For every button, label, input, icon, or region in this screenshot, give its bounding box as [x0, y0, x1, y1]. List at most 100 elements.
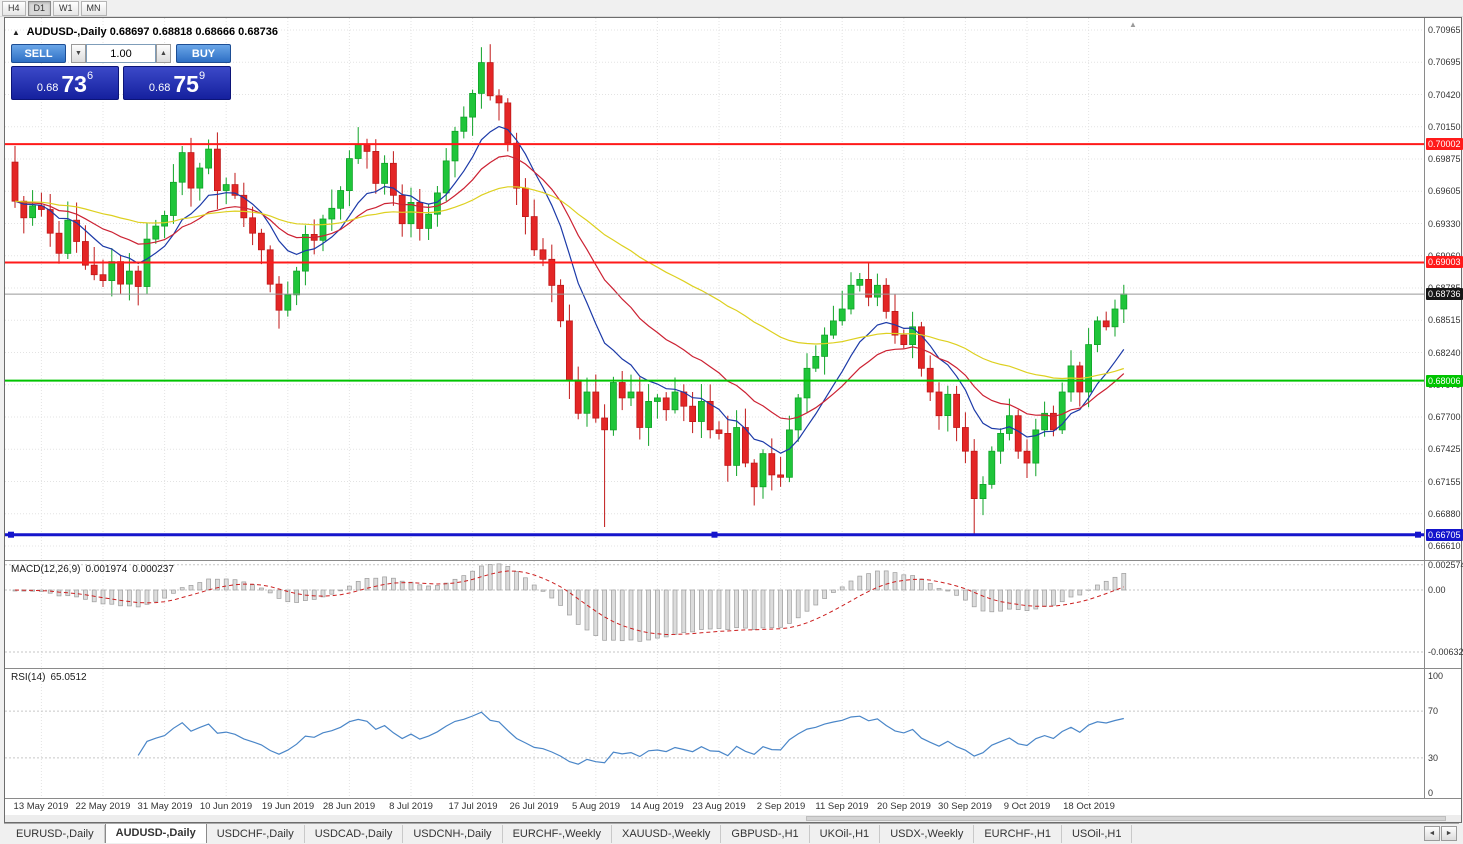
price-tick-label: 0.69330 [1428, 219, 1461, 229]
volume-decrease-button[interactable]: ▼ [71, 44, 86, 63]
price-tick-label: 0.68515 [1428, 315, 1461, 325]
price-tick-label: 0.70150 [1428, 122, 1461, 132]
price-axis[interactable]: 0.70965 0.70695 0.70420 0.70150 0.69875 0.696… [1426, 18, 1463, 798]
date-tick-label: 17 Jul 2019 [448, 801, 498, 812]
scrollbar-thumb[interactable] [805, 816, 1447, 821]
level-price-badge: 0.68006 [1426, 375, 1463, 387]
chart-tab-audusd-daily[interactable]: AUDUSD-,Daily [104, 824, 207, 843]
rsi-name: RSI(14) [11, 672, 46, 683]
date-tick-label: 30 Sep 2019 [938, 801, 992, 812]
timeframe-button-d1[interactable]: D1 [27, 0, 52, 16]
price-tick-label: 0.67700 [1428, 412, 1461, 422]
chart-tab-eurusd-daily[interactable]: EURUSD-,Daily [6, 824, 105, 843]
sell-price-display[interactable]: 0.68 73 6 [11, 66, 119, 100]
chart-ohlc-header: ▲ AUDUSD-,Daily 0.68697 0.68818 0.68666 … [12, 26, 278, 38]
buy-price-display[interactable]: 0.68 75 9 [123, 66, 231, 100]
sell-price-pipette: 6 [86, 70, 94, 82]
chart-tab-eurchf-h1[interactable]: EURCHF-,H1 [974, 824, 1062, 843]
macd-indicator-label: MACD(12,26,9) 0.001974 0.000237 [11, 564, 179, 575]
macd-axis-tick: 0.002574 [1428, 560, 1463, 570]
buy-price-prefix: 0.68 [148, 82, 171, 94]
date-tick-label: 28 Jun 2019 [322, 801, 376, 812]
axis-separator [1424, 18, 1425, 798]
date-tick-label: 19 Jun 2019 [261, 801, 315, 812]
rsi-axis-tick: 100 [1428, 671, 1444, 681]
timeframe-button-mn[interactable]: MN [80, 0, 107, 16]
horizontal-scrollbar[interactable] [5, 815, 1461, 822]
date-tick-label: 10 Jun 2019 [199, 801, 253, 812]
macd-panel-canvas[interactable] [5, 561, 1424, 668]
date-tick-label: 14 Aug 2019 [630, 801, 684, 812]
sell-button[interactable]: SELL [11, 44, 66, 63]
chart-tab-ukoil-h1[interactable]: UKOil-,H1 [810, 824, 881, 843]
timeframe-button-group: H4 D1 W1 MN [2, 0, 109, 16]
date-tick-label: 13 May 2019 [13, 801, 69, 812]
price-tick-label: 0.70420 [1428, 90, 1461, 100]
chart-tab-eurchf-weekly[interactable]: EURCHF-,Weekly [503, 824, 612, 843]
main-chart-canvas[interactable] [5, 18, 1424, 560]
panel-separator [5, 798, 1461, 799]
timeframe-toolbar: H4 D1 W1 MN [0, 0, 1463, 17]
rsi-indicator-label: RSI(14) 65.0512 [11, 672, 92, 683]
tab-scroll-buttons: ◄ ► [1422, 826, 1459, 841]
chart-tabs-list: EURUSD-,Daily AUDUSD-,Daily USDCHF-,Daily U… [4, 824, 1422, 843]
price-tick-label: 0.69875 [1428, 154, 1461, 164]
price-tick-label: 0.68240 [1428, 348, 1461, 358]
arrow-right-icon: ► [1445, 830, 1453, 837]
macd-axis-tick: 0.00 [1428, 585, 1446, 595]
date-tick-label: 20 Sep 2019 [877, 801, 931, 812]
date-tick-label: 31 May 2019 [137, 801, 193, 812]
chart-tabs-bar: EURUSD-,Daily AUDUSD-,Daily USDCHF-,Daily U… [4, 823, 1459, 843]
chart-symbol-period: AUDUSD-,Daily [26, 26, 107, 38]
date-tick-label: 2 Sep 2019 [756, 801, 806, 812]
price-tick-label: 0.67155 [1428, 477, 1461, 487]
date-tick-label: 18 Oct 2019 [1063, 801, 1115, 812]
chevron-up-icon: ▲ [160, 50, 167, 57]
date-tick-label: 9 Oct 2019 [1003, 801, 1051, 812]
price-tick-label: 0.66610 [1428, 541, 1461, 551]
chart-tab-usdchf-daily[interactable]: USDCHF-,Daily [207, 824, 305, 843]
date-tick-label: 23 Aug 2019 [692, 801, 746, 812]
price-tick-label: 0.67425 [1428, 444, 1461, 454]
one-click-collapse-toggle[interactable]: ▲ [12, 28, 20, 37]
chart-ohlc-values: 0.68697 0.68818 0.68666 0.68736 [109, 26, 278, 38]
arrow-left-icon: ◄ [1428, 830, 1436, 837]
panel-separator[interactable] [5, 560, 1461, 561]
volume-increase-button[interactable]: ▲ [156, 44, 171, 63]
level-price-badge: 0.70002 [1426, 138, 1463, 150]
rsi-panel-canvas[interactable] [5, 669, 1424, 798]
volume-input[interactable] [86, 44, 156, 63]
rsi-axis-tick: 70 [1428, 706, 1439, 716]
level-price-badge: 0.66705 [1426, 529, 1463, 541]
rsi-value: 65.0512 [50, 672, 87, 683]
macd-signal-value: 0.000237 [132, 564, 174, 575]
buy-price-big: 75 [173, 71, 199, 97]
macd-value: 0.001974 [85, 564, 128, 575]
chart-tab-usdcnh-daily[interactable]: USDCNH-,Daily [403, 824, 503, 843]
tab-scroll-left-button[interactable]: ◄ [1424, 826, 1440, 841]
chart-tab-usdx-weekly[interactable]: USDX-,Weekly [880, 824, 975, 843]
panel-separator[interactable] [5, 668, 1461, 669]
price-tick-label: 0.70965 [1428, 25, 1461, 35]
timeframe-button-h4[interactable]: H4 [2, 0, 26, 16]
buy-price-pipette: 9 [198, 70, 206, 82]
rsi-axis-tick: 0 [1428, 788, 1434, 798]
date-tick-label: 8 Jul 2019 [389, 801, 433, 812]
timeframe-button-w1[interactable]: W1 [53, 0, 79, 16]
buy-button[interactable]: BUY [176, 44, 231, 63]
rsi-axis-tick: 30 [1428, 753, 1439, 763]
date-tick-label: 26 Jul 2019 [509, 801, 559, 812]
price-tick-label: 0.66880 [1428, 509, 1461, 519]
chart-shift-marker: ▲ [1129, 20, 1137, 29]
level-price-badge: 0.69003 [1426, 256, 1463, 268]
current-price-badge: 0.68736 [1426, 288, 1463, 300]
price-tick-label: 0.70695 [1428, 57, 1461, 67]
chart-tab-usdcad-daily[interactable]: USDCAD-,Daily [305, 824, 404, 843]
chart-tab-xauusd-weekly[interactable]: XAUUSD-,Weekly [612, 824, 722, 843]
one-click-trading-panel: SELL ▼ ▲ BUY 0.68 73 6 0.68 75 9 [11, 44, 231, 100]
chart-tab-gbpusd-h1[interactable]: GBPUSD-,H1 [721, 824, 810, 843]
tab-scroll-right-button[interactable]: ► [1441, 826, 1457, 841]
date-axis[interactable]: 13 May 2019 22 May 2019 31 May 2019 10 Jun … [5, 799, 1424, 815]
macd-name: MACD(12,26,9) [11, 564, 81, 575]
chart-tab-usoil-h1[interactable]: USOil-,H1 [1062, 824, 1133, 843]
